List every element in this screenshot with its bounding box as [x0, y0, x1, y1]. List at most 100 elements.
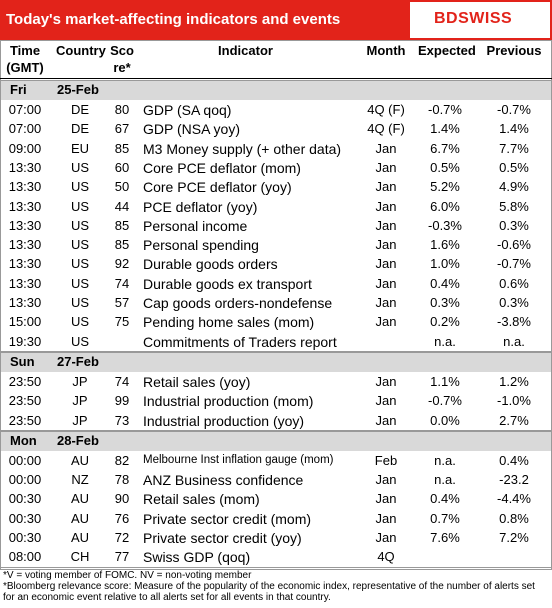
cell-score: 44 — [114, 198, 130, 214]
cell-previous: 5.8% — [499, 198, 529, 214]
cell-month: 4Q (F) — [367, 102, 405, 117]
cell-expected: 1.1% — [430, 373, 460, 389]
cell-indicator: M3 Money supply (+ other data) — [143, 140, 342, 157]
footnote: *V = voting member of FOMC. NV = non-vot… — [3, 570, 252, 581]
cell-indicator: Durable goods ex transport — [143, 275, 312, 292]
cell-month: Jan — [375, 256, 397, 272]
cell-month: Jan — [375, 472, 397, 488]
cell-expected: 7.6% — [430, 530, 460, 545]
cell-previous: 1.2% — [499, 373, 529, 389]
cell-previous: 0.4% — [499, 452, 529, 468]
cell-expected: 0.7% — [430, 510, 460, 526]
header-rule — [0, 78, 552, 79]
cell-month: Jan — [375, 510, 397, 526]
cell-month: 4Q (F) — [367, 121, 405, 137]
cell-score: 85 — [114, 217, 130, 233]
cell-time: 13:30 — [8, 179, 42, 195]
cell-country: NZ — [71, 472, 89, 488]
cell-country: JP — [72, 373, 88, 389]
cell-indicator: GDP (NSA yoy) — [143, 121, 240, 138]
cell-time: 08:00 — [8, 549, 42, 565]
cell-country: US — [70, 217, 90, 233]
cell-score: 73 — [114, 412, 130, 428]
cell-score: 74 — [114, 275, 130, 291]
cell-previous: 2.7% — [499, 412, 529, 428]
cell-indicator: Commitments of Traders report — [143, 333, 337, 350]
cell-previous: 0.3% — [499, 217, 529, 233]
cell-score: 82 — [114, 452, 130, 468]
cell-month: Jan — [375, 295, 397, 310]
column-header: Indicator — [218, 43, 273, 58]
section-day: Mon — [10, 432, 37, 448]
cell-indicator: Private sector credit (mom) — [143, 510, 312, 527]
cell-expected: 1.4% — [430, 121, 460, 137]
section-header — [1, 430, 551, 451]
cell-time: 19:30 — [8, 333, 42, 349]
cell-month: Jan — [375, 314, 397, 330]
cell-country: US — [70, 314, 90, 330]
cell-score: 85 — [114, 237, 130, 253]
cell-expected: 0.4% — [430, 491, 460, 507]
cell-country: JP — [72, 393, 88, 409]
cell-indicator: ANZ Business confidence — [143, 472, 304, 489]
cell-time: 00:30 — [8, 491, 42, 507]
cell-previous: 4.9% — [499, 179, 529, 195]
title: Today's market-affecting indicators and … — [6, 11, 341, 28]
cell-score: 80 — [114, 102, 130, 117]
cell-previous: -0.7% — [497, 102, 531, 117]
cell-time: 09:00 — [8, 140, 42, 156]
cell-month: Jan — [375, 140, 397, 156]
cell-month: Jan — [375, 373, 397, 389]
cell-country: JP — [72, 412, 88, 428]
column-header: Time (GMT) — [6, 43, 44, 75]
cell-expected: -0.7% — [428, 102, 462, 117]
cell-indicator: GDP (SA qoq) — [143, 102, 232, 118]
cell-time: 13:30 — [8, 159, 42, 175]
cell-country: US — [70, 179, 90, 195]
section-rule — [0, 350, 552, 352]
cell-month: Jan — [375, 159, 397, 175]
cell-expected: 1.0% — [430, 256, 460, 272]
column-header: Expected — [418, 43, 476, 58]
cell-month: Jan — [375, 491, 397, 507]
cell-month: Jan — [375, 530, 397, 545]
cell-expected: n.a. — [434, 472, 456, 488]
cell-score: 57 — [114, 295, 130, 310]
cell-time: 13:30 — [8, 275, 42, 291]
cell-country: US — [70, 198, 90, 214]
section-header — [1, 351, 551, 372]
cell-previous: n.a. — [503, 333, 525, 349]
cell-time: 00:30 — [8, 510, 42, 526]
cell-expected: 0.2% — [430, 314, 460, 330]
cell-score: 92 — [114, 256, 130, 272]
cell-expected: 5.2% — [430, 179, 460, 195]
cell-expected: n.a. — [434, 452, 456, 468]
cell-time: 23:50 — [8, 412, 42, 428]
section-date: 28-Feb — [57, 432, 99, 448]
cell-indicator: Cap goods orders-nondefense — [143, 295, 333, 311]
cell-time: 07:00 — [8, 102, 42, 117]
column-header: Country — [56, 43, 106, 58]
cell-previous: -0.7% — [497, 256, 531, 272]
cell-time: 00:30 — [8, 530, 42, 545]
cell-month: Jan — [375, 275, 397, 291]
cell-indicator: Private sector credit (yoy) — [143, 530, 302, 546]
cell-month: 4Q — [377, 549, 395, 565]
cell-expected: -0.7% — [428, 393, 462, 409]
cell-score: 60 — [114, 159, 130, 175]
cell-score: 77 — [114, 549, 130, 565]
cell-month: Jan — [375, 179, 397, 195]
cell-month: Jan — [375, 237, 397, 253]
cell-indicator: Personal spending — [143, 237, 259, 254]
cell-time: 23:50 — [8, 373, 42, 389]
cell-indicator: Pending home sales (mom) — [143, 314, 315, 331]
cell-time: 23:50 — [8, 393, 42, 409]
footnote: *Bloomberg relevance score: Measure of t… — [3, 581, 535, 603]
cell-expected: 0.3% — [430, 295, 460, 310]
cell-country: US — [70, 237, 90, 253]
cell-expected: 0.5% — [430, 159, 460, 175]
cell-score: 78 — [114, 472, 130, 488]
cell-score: 72 — [114, 530, 130, 545]
cell-previous: 0.3% — [499, 295, 529, 310]
section-date: 27-Feb — [57, 353, 99, 369]
